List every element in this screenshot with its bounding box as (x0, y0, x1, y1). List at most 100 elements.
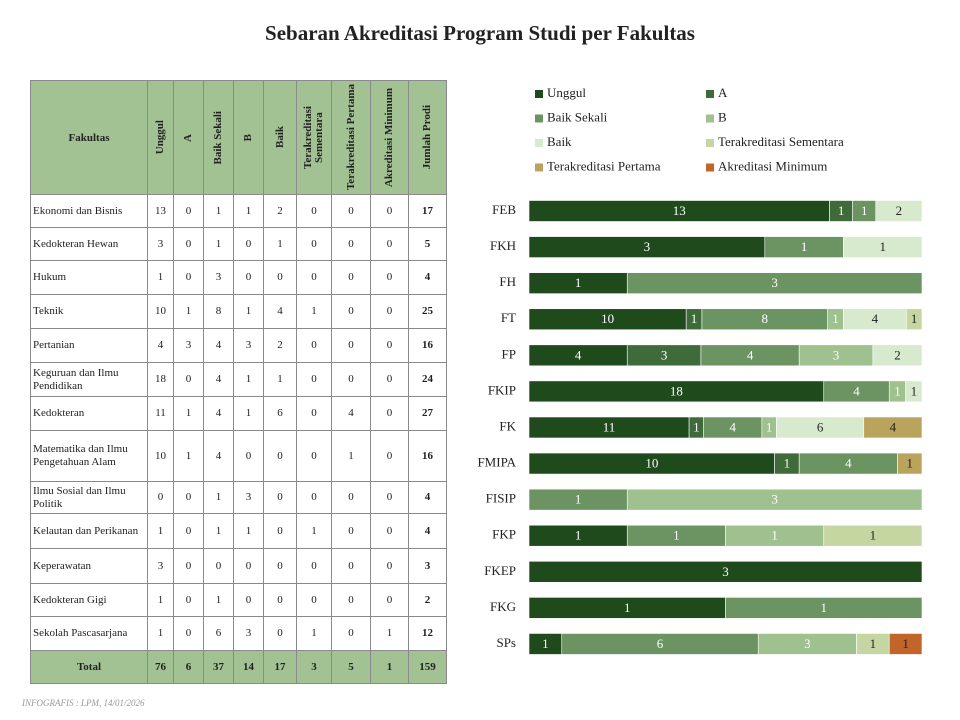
table-row: Teknik 10 1 8 1 4 1 0 0 25 (30, 294, 447, 329)
table: Fakultas Unggul A Baik Sekali B Baik Terakredi… (30, 80, 447, 684)
cell: 0 (331, 194, 371, 228)
cell: 0 (331, 481, 371, 514)
bar-label: 2 (894, 347, 901, 362)
table-row: Keperawatan 3 0 0 0 0 0 0 0 3 (30, 548, 447, 584)
table-row: Ilmu Sosial dan Ilmu Politik 0 0 1 3 0 0 0 0 4 (30, 481, 447, 514)
bar-segment (626, 488, 923, 511)
bar-label: 3 (722, 564, 729, 579)
category-label: FKP (492, 527, 516, 542)
cell: 1 (147, 583, 174, 617)
cell: 1 (370, 616, 409, 651)
bar-label: 4 (575, 347, 582, 362)
cell: 17 (263, 650, 297, 684)
row-name: Sekolah Pascasarjana (30, 616, 148, 651)
bar-label: 1 (894, 383, 901, 398)
column-header: A (173, 80, 204, 195)
legend-label: Terakreditasi Sementara (718, 134, 844, 149)
footer: INFOGRAFIS : LPM, 14/01/2026 (21, 698, 145, 708)
cell: 0 (370, 481, 409, 514)
category-label: FKG (490, 599, 516, 614)
bar-label: 1 (861, 203, 868, 218)
bar-label: 4 (747, 347, 754, 362)
bar-segment (823, 524, 923, 547)
category-label: FT (501, 310, 516, 325)
cell: 0 (331, 294, 371, 329)
cell: 5 (331, 650, 371, 684)
bar-label: 18 (670, 383, 683, 398)
cell: 0 (233, 260, 264, 295)
bar-label: 10 (601, 311, 614, 326)
table-row: Matematika dan Ilmu Pengetahuan Alam 10 1 4… (30, 430, 447, 482)
cell: 0 (296, 362, 332, 397)
cell: 1 (203, 194, 234, 228)
cell: 0 (173, 362, 204, 397)
cell: 0 (331, 583, 371, 617)
bar-label: 1 (911, 383, 918, 398)
cell: 3 (233, 616, 264, 651)
header-text: Fakultas (68, 131, 110, 144)
cell: 0 (173, 583, 204, 617)
cell: 3 (233, 481, 264, 514)
table-row: Hukum 1 0 3 0 0 0 0 0 4 (30, 260, 447, 295)
cell: 0 (296, 328, 332, 363)
cell: 0 (263, 583, 297, 617)
bar-label: 4 (890, 419, 897, 434)
bar-label: 4 (845, 456, 852, 471)
bar-label: 11 (603, 419, 616, 434)
cell: 14 (233, 650, 264, 684)
row-name: Kelautan dan Perikanan (30, 513, 148, 549)
cell: 2 (263, 194, 297, 228)
row-name: Teknik (30, 294, 148, 329)
table-row: Kedokteran Gigi 1 0 1 0 0 0 0 0 2 (30, 583, 447, 617)
cell: 17 (408, 194, 447, 228)
header-text: Akreditasi Minimum (383, 87, 395, 188)
bar-label: 4 (853, 383, 860, 398)
cell: 13 (147, 194, 174, 228)
legend-label: B (718, 109, 727, 124)
cell: 4 (203, 362, 234, 397)
row-name: Kedokteran Gigi (30, 583, 148, 617)
legend-label: Baik Sekali (547, 109, 608, 124)
cell: 0 (296, 194, 332, 228)
column-header: B (233, 80, 264, 195)
cell: 3 (408, 548, 447, 584)
column-header: Terakreditasi Sementara (296, 80, 332, 195)
bar-segment (872, 344, 923, 367)
cell: 10 (147, 294, 174, 329)
cell: 0 (173, 481, 204, 514)
bar-label: 1 (902, 636, 909, 651)
cell: 0 (296, 481, 332, 514)
cell: 0 (173, 513, 204, 549)
header-text: Unggul (154, 120, 166, 155)
cell: 0 (331, 227, 371, 261)
cell: 1 (233, 362, 264, 397)
cell: 0 (173, 194, 204, 228)
bar-label: 3 (771, 275, 778, 290)
bar-segment (905, 308, 923, 331)
cell: 0 (331, 362, 371, 397)
bar-label: 1 (673, 528, 680, 543)
bar-label: 1 (624, 600, 631, 615)
header-text: Terakreditasi Pertama (344, 84, 357, 191)
bar-label: 3 (833, 347, 840, 362)
cell: 0 (331, 616, 371, 651)
bar-label: 1 (870, 528, 877, 543)
cell: 1 (263, 227, 297, 261)
cell: 0 (233, 583, 264, 617)
cell: 0 (370, 548, 409, 584)
cell: 1 (296, 513, 332, 549)
bar-label: 2 (896, 203, 903, 218)
bar-label: 1 (575, 492, 582, 507)
legend-swatch (706, 90, 714, 98)
cell: 0 (296, 396, 332, 431)
cell: 4 (331, 396, 371, 431)
bar-label: 3 (771, 492, 778, 507)
cell: 0 (203, 548, 234, 584)
cell: 3 (147, 548, 174, 584)
cell: 0 (147, 481, 174, 514)
cell: 1 (233, 194, 264, 228)
cell: 12 (408, 616, 447, 651)
cell: 0 (331, 548, 371, 584)
